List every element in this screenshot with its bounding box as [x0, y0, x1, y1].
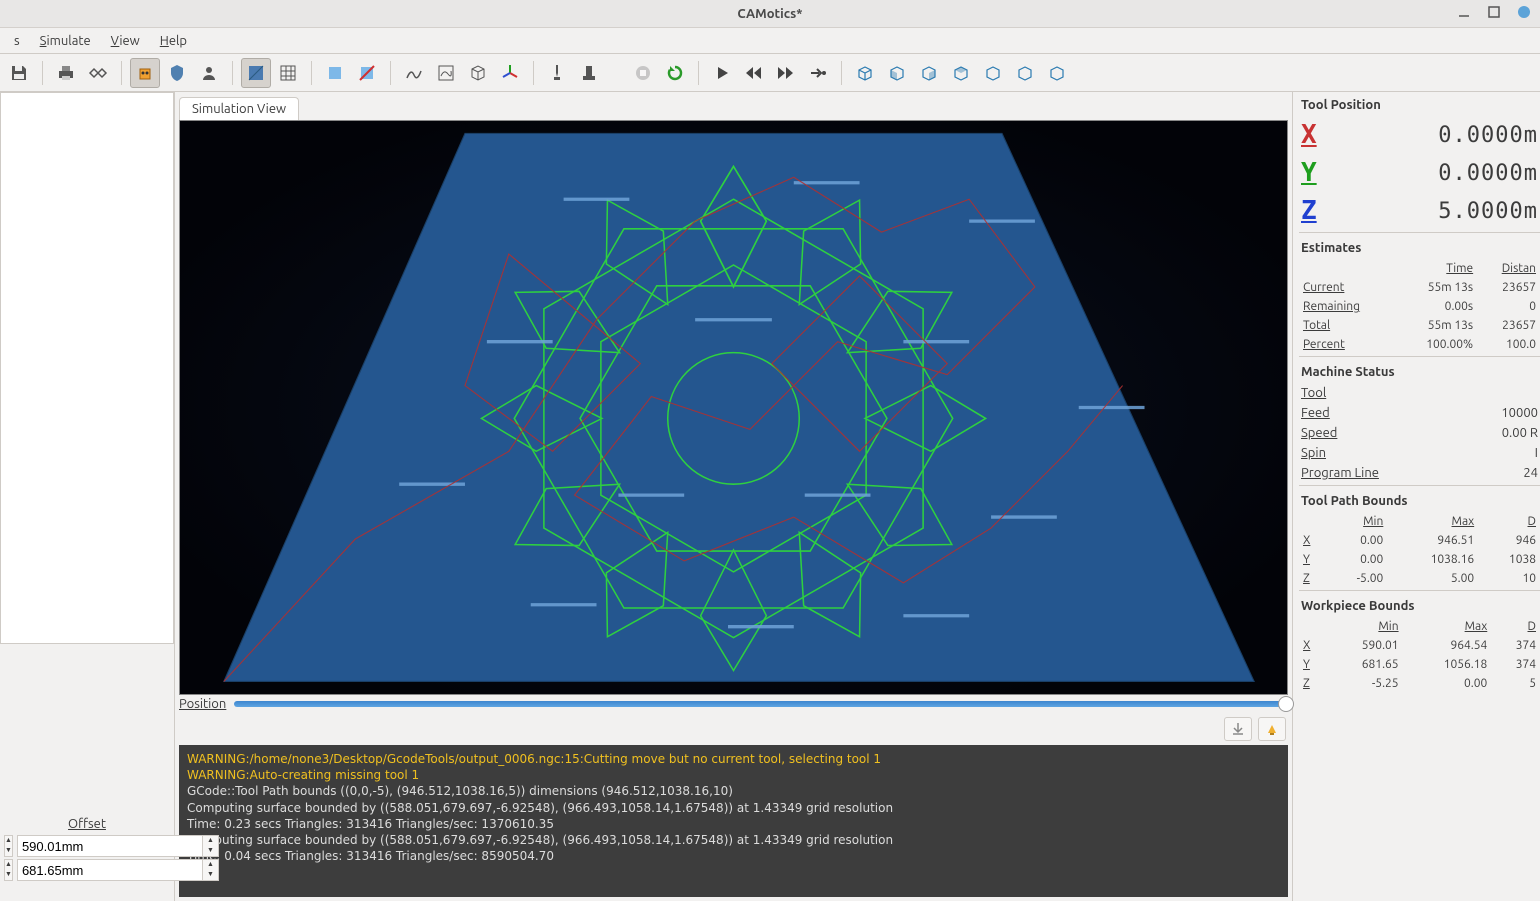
console-clear-icon[interactable]	[1258, 717, 1286, 741]
shield-icon[interactable]	[162, 58, 192, 88]
toolbar	[0, 54, 1540, 92]
right-pane: Tool Position X 0.0000m Y 0.0000m Z 5.0000m…	[1292, 92, 1540, 901]
main-area: Offset ▲▼ ▲▼ ▲▼ ▲▼ Simulation View	[0, 92, 1540, 901]
offset-y-input[interactable]	[18, 860, 202, 880]
toolpath-bounds-table: MinMaxD X0.00946.51946 Y0.001038.161038 …	[1299, 512, 1540, 588]
show-surface-icon[interactable]	[320, 58, 350, 88]
offset-x-spin[interactable]: ▲▼	[202, 836, 218, 856]
center-pane: Simulation View	[175, 92, 1292, 901]
menu-bar: s Simulate View Help	[0, 28, 1540, 54]
hide-surface-icon[interactable]	[352, 58, 382, 88]
close-button[interactable]	[1516, 4, 1532, 20]
fastforward-icon[interactable]	[771, 58, 801, 88]
axis-x-label: X	[1301, 120, 1317, 150]
user-icon[interactable]	[194, 58, 224, 88]
tab-simulation-view[interactable]: Simulation View	[179, 97, 299, 120]
window-title: CAMotics*	[737, 7, 802, 21]
menu-view[interactable]: View	[103, 31, 148, 51]
offset-panel: Offset ▲▼ ▲▼ ▲▼ ▲▼	[0, 811, 174, 901]
estimates-title: Estimates	[1299, 235, 1540, 259]
front-view-icon[interactable]	[882, 58, 912, 88]
offset-y-outer-spin[interactable]: ▲▼	[4, 859, 13, 881]
minimize-button[interactable]	[1456, 4, 1472, 20]
viewport-render	[180, 121, 1287, 694]
axes-icon[interactable]	[495, 58, 525, 88]
view-workpiece-icon[interactable]	[241, 58, 271, 88]
window-controls	[1456, 4, 1532, 20]
simulation-viewport[interactable]	[179, 120, 1288, 695]
menu-simulate[interactable]: Simulate	[32, 31, 99, 51]
robot-icon[interactable]	[130, 58, 160, 88]
printer-icon[interactable]	[51, 58, 81, 88]
tool-icon[interactable]	[542, 58, 572, 88]
workpiece-bounds-table: MinMaxD X590.01964.54374 Y681.651056.183…	[1299, 617, 1540, 693]
tab-bar: Simulation View	[175, 92, 1292, 120]
right-view-icon[interactable]	[978, 58, 1008, 88]
machine-status-title: Machine Status	[1299, 359, 1540, 383]
machine-icon[interactable]	[574, 58, 604, 88]
left-view-icon[interactable]	[946, 58, 976, 88]
estimates-table: TimeDistan Current55m 13s23657 Remaining…	[1299, 259, 1540, 354]
rewind-icon[interactable]	[739, 58, 769, 88]
position-slider-thumb[interactable]	[1278, 696, 1294, 712]
offset-x-input[interactable]	[18, 836, 202, 856]
iso-view-icon[interactable]	[850, 58, 880, 88]
console-buttons	[175, 717, 1292, 745]
axis-x-value: 0.0000m	[1438, 123, 1538, 148]
tool-position-title: Tool Position	[1299, 92, 1540, 116]
offset-label: Offset	[4, 817, 170, 831]
top-view-icon[interactable]	[1010, 58, 1040, 88]
axis-y-label: Y	[1301, 158, 1317, 188]
position-label: Position	[179, 697, 226, 711]
reload-icon[interactable]	[660, 58, 690, 88]
offset-y-spin[interactable]: ▲▼	[202, 860, 218, 880]
toolpath-bounds-icon[interactable]	[431, 58, 461, 88]
menu-file-fragment[interactable]: s	[6, 31, 28, 51]
cube-outline-icon[interactable]	[463, 58, 493, 88]
axis-y-value: 0.0000m	[1438, 161, 1538, 186]
play-icon[interactable]	[707, 58, 737, 88]
toolpath-icon[interactable]	[399, 58, 429, 88]
workpiece-bounds-title: Workpiece Bounds	[1299, 593, 1540, 617]
position-slider-row: Position	[175, 695, 1292, 717]
maximize-button[interactable]	[1486, 4, 1502, 20]
left-pane: Offset ▲▼ ▲▼ ▲▼ ▲▼	[0, 92, 175, 901]
handshake-icon[interactable]	[83, 58, 113, 88]
title-bar: CAMotics*	[0, 0, 1540, 28]
bottom-view-icon[interactable]	[1042, 58, 1072, 88]
step-icon[interactable]	[803, 58, 833, 88]
view-wireframe-icon[interactable]	[273, 58, 303, 88]
stop-icon[interactable]	[628, 58, 658, 88]
position-slider[interactable]	[234, 701, 1288, 707]
axis-z-label: Z	[1301, 196, 1317, 226]
console-save-icon[interactable]	[1224, 717, 1252, 741]
axis-z-value: 5.0000m	[1438, 199, 1538, 224]
back-view-icon[interactable]	[914, 58, 944, 88]
console[interactable]: WARNING:/home/none3/Desktop/GcodeTools/o…	[179, 745, 1288, 897]
offset-x-outer-spin[interactable]: ▲▼	[4, 835, 13, 857]
project-tree[interactable]	[0, 92, 174, 644]
menu-help[interactable]: Help	[152, 31, 195, 51]
save-icon[interactable]	[4, 58, 34, 88]
toolpath-bounds-title: Tool Path Bounds	[1299, 488, 1540, 512]
